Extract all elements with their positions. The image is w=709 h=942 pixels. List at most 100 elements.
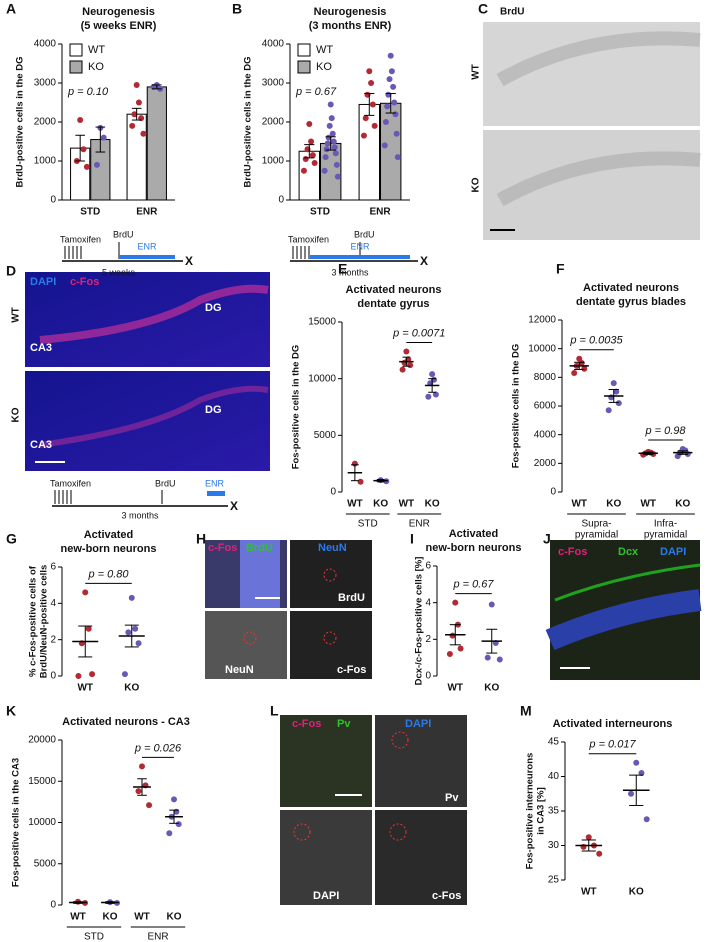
timeline-bar xyxy=(310,255,410,259)
data-point xyxy=(332,150,339,157)
y-tick-label: 0 xyxy=(550,487,556,498)
chart-title: Activated xyxy=(449,528,499,540)
panel-letter: F xyxy=(556,261,565,277)
timeline-label: Tamoxifen xyxy=(50,478,91,488)
y-axis-label: Dcx-/c-Fos-positive cells [%] xyxy=(414,557,425,686)
data-point xyxy=(366,68,373,75)
data-point xyxy=(585,834,592,841)
data-point xyxy=(362,115,369,122)
y-tick-label: 3000 xyxy=(262,78,285,89)
group-label: ENR xyxy=(147,932,168,942)
tissue xyxy=(240,540,280,608)
y-axis-label: BrdU-positive cells in the DG xyxy=(15,57,26,188)
stain-label: c-Fos xyxy=(208,542,237,554)
p-value: p = 0.67 xyxy=(295,86,337,98)
data-point xyxy=(581,365,588,372)
micrograph xyxy=(290,540,372,608)
y-tick-label: 4 xyxy=(425,597,431,608)
x-tick-label: KO xyxy=(425,499,440,510)
data-point xyxy=(82,589,89,596)
y-tick-label: 2000 xyxy=(34,117,57,128)
y-tick-label: 0 xyxy=(50,900,56,911)
cell-marker xyxy=(293,823,311,841)
p-value: p = 0.017 xyxy=(588,739,636,751)
data-point xyxy=(407,362,414,369)
x-tick-label: WT xyxy=(447,683,463,694)
y-tick-label: 1000 xyxy=(262,156,285,167)
data-point xyxy=(449,632,456,639)
chart-title: Neurogenesis xyxy=(314,6,387,18)
image-panel-d: D DAPI c-Fos WT KO DG CA3 DG CA3 Tamoxif… xyxy=(6,263,270,520)
timeline-label: BrdU xyxy=(155,478,176,488)
timeline-end: X xyxy=(420,254,428,268)
chart-title: dentate gyrus blades xyxy=(576,296,686,308)
y-tick-label: 4000 xyxy=(534,429,557,440)
chart-title: new-born neurons xyxy=(426,542,522,554)
legend-swatch xyxy=(69,43,83,57)
tissue xyxy=(496,151,701,207)
data-point xyxy=(128,594,135,601)
chart-title: Activated neurons - CA3 xyxy=(62,716,190,728)
data-point xyxy=(100,134,107,141)
stain-label: DAPI xyxy=(405,718,431,730)
data-point xyxy=(496,656,503,663)
timeline-end: X xyxy=(230,499,238,513)
y-tick-label: 10000 xyxy=(308,373,336,384)
group-label: pyramidal xyxy=(575,530,618,541)
y-tick-label: 4 xyxy=(50,598,56,609)
data-point xyxy=(311,159,318,166)
timeline-label: BrdU xyxy=(354,229,375,239)
data-point xyxy=(330,138,337,145)
row-label: WT xyxy=(471,64,482,80)
data-point xyxy=(403,348,410,355)
y-tick-label: 2000 xyxy=(262,117,285,128)
data-point xyxy=(387,52,394,59)
legend-label: WT xyxy=(88,44,105,56)
data-point xyxy=(139,763,145,770)
stain-label: DAPI xyxy=(660,546,686,558)
data-point xyxy=(171,796,177,803)
panel-letter: A xyxy=(6,1,16,17)
p-value: p = 0.80 xyxy=(87,568,129,580)
data-point xyxy=(390,83,397,90)
x-tick-label: WT xyxy=(134,912,150,923)
legend-label: KO xyxy=(316,61,332,73)
chart-title: new-born neurons xyxy=(61,543,157,555)
x-tick-label: WT xyxy=(77,683,93,694)
data-point xyxy=(432,391,439,398)
y-tick-label: 15000 xyxy=(308,317,336,328)
y-tick-label: 15000 xyxy=(28,776,56,787)
group-label: STD xyxy=(84,932,104,942)
data-point xyxy=(446,651,453,657)
panel-letter: J xyxy=(543,531,551,547)
data-point xyxy=(638,770,645,777)
x-tick-label: WT xyxy=(571,499,587,510)
data-point xyxy=(368,80,375,86)
y-tick-label: 45 xyxy=(548,737,560,748)
data-point xyxy=(488,601,495,608)
data-point xyxy=(302,156,309,163)
image-panel-c: C BrdU WT KO xyxy=(471,1,701,240)
data-point xyxy=(643,816,650,823)
panel-letter: K xyxy=(6,703,16,719)
stain-label: NeuN xyxy=(225,664,254,676)
y-tick-label: 0 xyxy=(330,487,336,498)
data-point xyxy=(571,370,578,377)
y-tick-label: 6 xyxy=(50,562,56,573)
x-tick-label: KO xyxy=(675,499,690,510)
p-value: p = 0.10 xyxy=(67,86,109,98)
stain-label: BrdU xyxy=(246,542,273,554)
y-tick-label: 2 xyxy=(425,634,431,645)
chart-title: Neurogenesis xyxy=(82,6,155,18)
region-label: CA3 xyxy=(30,342,52,354)
data-point xyxy=(484,654,491,661)
p-value: p = 0.0035 xyxy=(569,335,623,347)
data-point xyxy=(80,146,87,153)
chart-title: dentate gyrus xyxy=(357,298,429,310)
data-point xyxy=(628,790,635,797)
data-point xyxy=(357,478,364,485)
timeline-label: Tamoxifen xyxy=(288,234,329,244)
y-tick-label: 0 xyxy=(50,671,56,682)
